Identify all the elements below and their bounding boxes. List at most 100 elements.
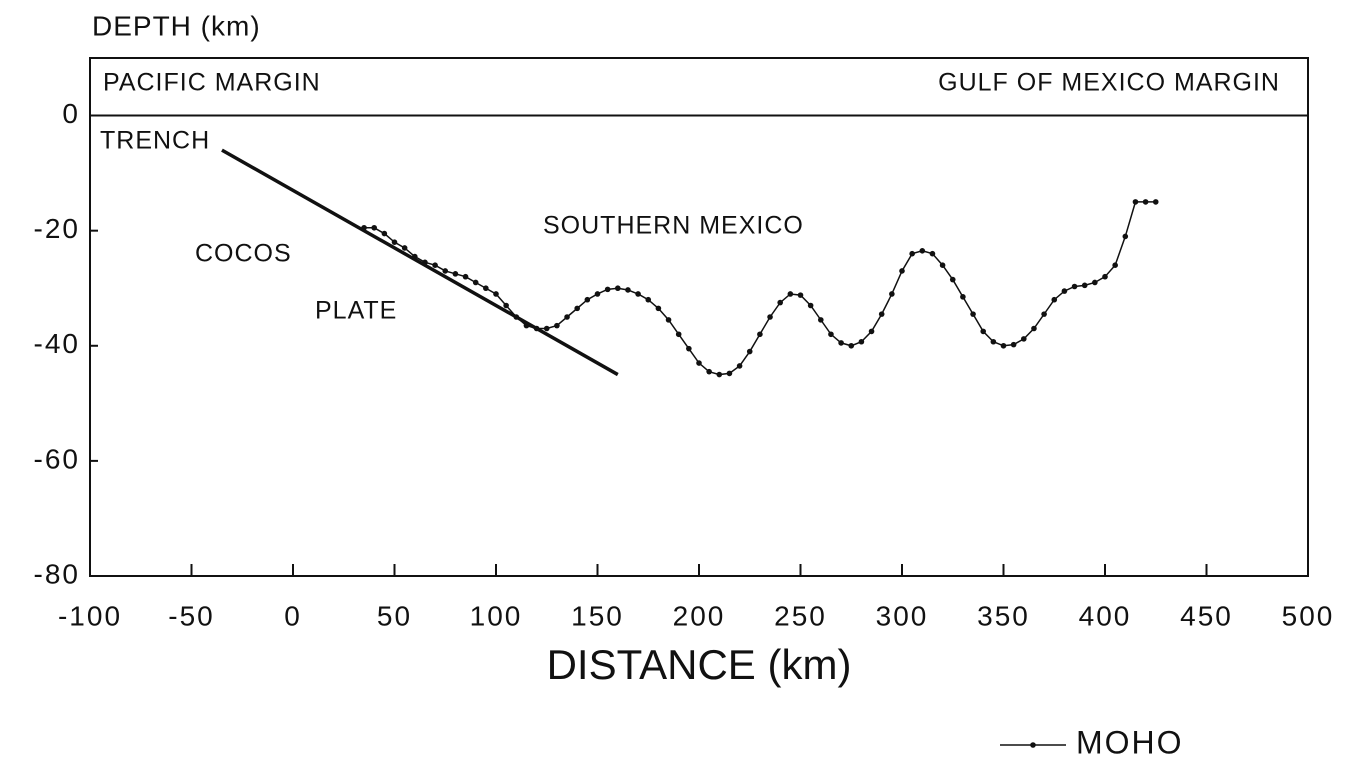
- point: [960, 294, 966, 300]
- point: [828, 331, 834, 338]
- annotation: COCOS: [195, 240, 292, 268]
- point: [675, 331, 682, 338]
- x-tick-label: -100: [58, 600, 122, 631]
- point: [574, 305, 580, 312]
- x-tick-label: 400: [1079, 600, 1132, 631]
- point: [1031, 325, 1037, 332]
- point: [1132, 199, 1139, 205]
- point: [848, 342, 855, 349]
- point: [696, 360, 702, 366]
- x-tick-label: 350: [977, 600, 1030, 631]
- point: [868, 328, 875, 335]
- point: [1010, 341, 1017, 348]
- point: [615, 285, 621, 292]
- point: [757, 331, 763, 338]
- point: [878, 311, 885, 317]
- y-tick-label: -80: [34, 558, 80, 589]
- point: [919, 248, 926, 254]
- x-tick-label: 0: [284, 600, 302, 631]
- annotation: PACIFIC MARGIN: [103, 69, 321, 97]
- x-tick-label: -50: [168, 600, 214, 631]
- point: [655, 305, 662, 312]
- point: [483, 285, 489, 292]
- point: [564, 314, 570, 320]
- legend-label: MOHO: [1076, 724, 1184, 760]
- point: [452, 271, 459, 277]
- y-axis-label: DEPTH (km): [92, 10, 261, 41]
- point: [909, 250, 915, 257]
- y-tick-label: -20: [34, 213, 80, 244]
- point: [746, 348, 753, 355]
- point: [949, 276, 956, 283]
- plot-frame: [89, 57, 1309, 577]
- point: [381, 230, 388, 237]
- point: [625, 287, 631, 293]
- point: [818, 317, 824, 323]
- annotation: GULF OF MEXICO MARGIN: [938, 69, 1280, 97]
- point: [797, 292, 804, 298]
- point: [584, 296, 591, 303]
- point: [990, 338, 997, 345]
- point: [554, 322, 560, 329]
- point: [838, 340, 844, 346]
- x-tick-label: 500: [1282, 600, 1335, 631]
- x-tick-label: 50: [377, 600, 412, 631]
- annotation: PLATE: [315, 297, 397, 325]
- point: [371, 224, 378, 231]
- point: [1081, 282, 1088, 289]
- point: [807, 302, 814, 309]
- point: [970, 311, 976, 317]
- point: [442, 268, 449, 274]
- point: [401, 245, 408, 251]
- point: [980, 328, 986, 335]
- x-tick-label: 300: [876, 600, 929, 631]
- point: [1071, 283, 1078, 290]
- point: [432, 262, 438, 269]
- point: [391, 239, 398, 245]
- point: [929, 250, 936, 257]
- point: [1112, 262, 1118, 269]
- y-tick-label: 0: [62, 98, 80, 129]
- point: [493, 291, 499, 297]
- x-axis-label: DISTANCE (km): [547, 641, 852, 688]
- annotation: TRENCH: [100, 127, 210, 155]
- point: [462, 273, 469, 280]
- point: [645, 296, 652, 303]
- series-line: [221, 148, 619, 377]
- x-tick-label: 200: [673, 600, 726, 631]
- x-tick-label: 150: [571, 600, 624, 631]
- point: [1142, 199, 1149, 205]
- point: [543, 325, 550, 332]
- point: [1000, 342, 1007, 349]
- point: [604, 286, 611, 293]
- point: [889, 291, 895, 297]
- point: [1051, 296, 1058, 303]
- point: [1152, 199, 1159, 205]
- point: [635, 291, 641, 297]
- point: [1102, 273, 1108, 280]
- point: [1122, 233, 1129, 240]
- x-tick-label: 450: [1180, 600, 1233, 631]
- point: [899, 268, 905, 274]
- point: [716, 371, 723, 378]
- point: [767, 314, 773, 320]
- point: [1041, 311, 1047, 317]
- point: [472, 279, 479, 286]
- x-tick-label: 250: [774, 600, 827, 631]
- point: [736, 363, 743, 369]
- point: [706, 368, 712, 375]
- point: [787, 291, 794, 297]
- x-tick-label: 100: [470, 600, 523, 631]
- annotation: SOUTHERN MEXICO: [543, 212, 804, 240]
- point: [1061, 288, 1068, 294]
- point: [858, 338, 865, 345]
- point: [1021, 336, 1027, 342]
- point: [726, 370, 733, 377]
- point: [665, 317, 672, 323]
- point: [686, 345, 692, 352]
- point: [777, 299, 783, 306]
- point: [939, 262, 946, 269]
- point: [1092, 279, 1098, 286]
- point: [503, 302, 509, 309]
